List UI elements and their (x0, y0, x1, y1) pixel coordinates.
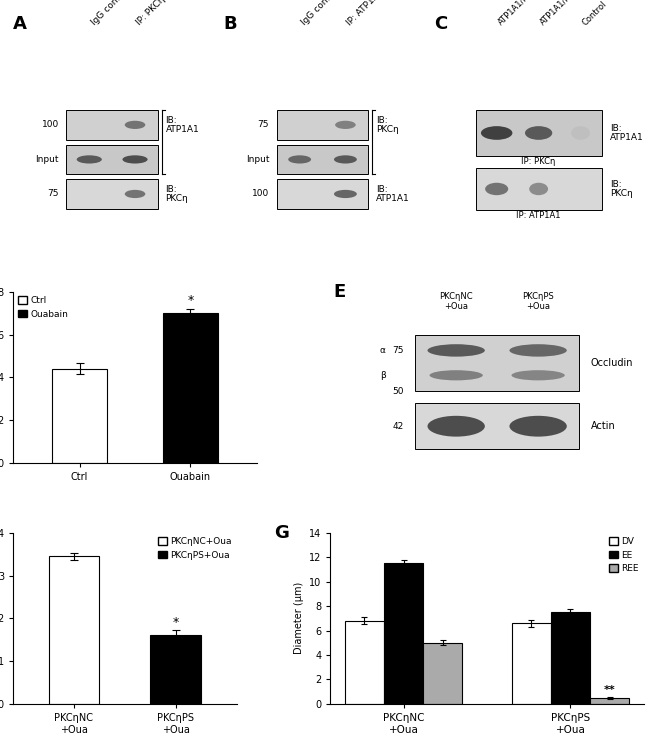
Ellipse shape (485, 183, 508, 195)
Bar (49, 556, 99, 704)
Legend: DV, EE, REE: DV, EE, REE (609, 537, 639, 574)
Bar (66, 144, 158, 174)
Y-axis label: Diameter (μm): Diameter (μm) (294, 582, 304, 654)
Ellipse shape (125, 121, 146, 129)
Ellipse shape (512, 370, 565, 380)
Bar (150, 636, 201, 704)
Bar (512, 623, 551, 704)
Ellipse shape (529, 183, 548, 195)
Text: E: E (333, 283, 346, 302)
Legend: PKCηNC+Oua, PKCηPS+Oua: PKCηNC+Oua, PKCηPS+Oua (158, 537, 232, 559)
Text: IB:: IB: (376, 116, 387, 124)
Text: PKCη: PKCη (166, 194, 188, 203)
Ellipse shape (428, 345, 485, 356)
Ellipse shape (430, 370, 483, 380)
Text: A: A (13, 15, 27, 33)
Bar (66, 179, 158, 209)
Ellipse shape (334, 190, 357, 198)
Text: ATP1A1: ATP1A1 (610, 133, 644, 142)
Ellipse shape (335, 121, 356, 129)
Text: Input: Input (246, 155, 269, 164)
Text: 75: 75 (392, 346, 404, 355)
Bar (277, 110, 369, 139)
Ellipse shape (510, 345, 567, 356)
Bar (476, 110, 601, 156)
Text: Occludin: Occludin (591, 358, 633, 368)
Text: PKCη: PKCη (376, 125, 398, 134)
Text: Control: Control (580, 0, 608, 27)
Text: α: α (380, 346, 386, 355)
Text: ATP1A1/PKCη/Oua: ATP1A1/PKCη/Oua (497, 0, 556, 27)
Text: 42: 42 (392, 422, 404, 431)
Bar (162, 313, 218, 463)
Ellipse shape (288, 156, 311, 164)
Bar (384, 563, 423, 704)
Text: IgG control: IgG control (300, 0, 341, 27)
Text: IgG control: IgG control (89, 0, 131, 27)
Text: PKCηPS
+Oua: PKCηPS +Oua (522, 292, 554, 311)
Text: IB:: IB: (610, 180, 621, 189)
Bar (590, 698, 629, 704)
Text: 75: 75 (47, 190, 58, 199)
Text: Actin: Actin (591, 421, 616, 431)
Ellipse shape (525, 126, 552, 140)
Bar (66, 110, 158, 139)
Ellipse shape (428, 416, 485, 436)
Text: 75: 75 (257, 120, 269, 130)
Bar (551, 612, 590, 704)
Text: PKCηNC
+Oua: PKCηNC +Oua (439, 292, 473, 311)
Text: IP: PKCη: IP: PKCη (135, 0, 167, 27)
Text: IB:: IB: (610, 124, 621, 133)
Text: ATP1A1: ATP1A1 (166, 125, 200, 134)
Text: 100: 100 (42, 120, 58, 130)
Bar (344, 621, 384, 704)
Text: **: ** (604, 685, 616, 695)
Bar (423, 642, 462, 704)
Bar (277, 179, 369, 209)
Text: *: * (187, 293, 194, 307)
Text: PKCη: PKCη (610, 189, 632, 198)
Text: C: C (434, 15, 447, 33)
Bar (476, 168, 601, 210)
Bar (277, 144, 369, 174)
Text: *: * (172, 616, 179, 629)
Text: IB:: IB: (376, 185, 387, 194)
Ellipse shape (481, 126, 512, 140)
Ellipse shape (571, 126, 590, 140)
Text: 50: 50 (392, 387, 404, 396)
Ellipse shape (510, 416, 567, 436)
Text: Input: Input (35, 155, 58, 164)
Text: IB:: IB: (166, 185, 177, 194)
Text: ATP1A1: ATP1A1 (376, 194, 410, 203)
Ellipse shape (122, 156, 148, 164)
Text: IB:: IB: (166, 116, 177, 124)
Bar (415, 335, 579, 391)
Legend: Ctrl, Ouabain: Ctrl, Ouabain (18, 296, 68, 319)
Text: β: β (380, 370, 386, 380)
Text: ATP1A1/PKCη: ATP1A1/PKCη (539, 0, 584, 27)
Ellipse shape (334, 156, 357, 164)
Text: IP: ATP1A1: IP: ATP1A1 (516, 210, 561, 220)
Bar (52, 369, 107, 463)
Text: IP: PKCη: IP: PKCη (521, 157, 556, 166)
Bar (415, 403, 579, 449)
Text: IP: ATP1A1: IP: ATP1A1 (345, 0, 385, 27)
Text: B: B (224, 15, 237, 33)
Ellipse shape (125, 190, 146, 198)
Text: 100: 100 (252, 190, 269, 199)
Ellipse shape (77, 156, 102, 164)
Text: G: G (274, 524, 289, 542)
